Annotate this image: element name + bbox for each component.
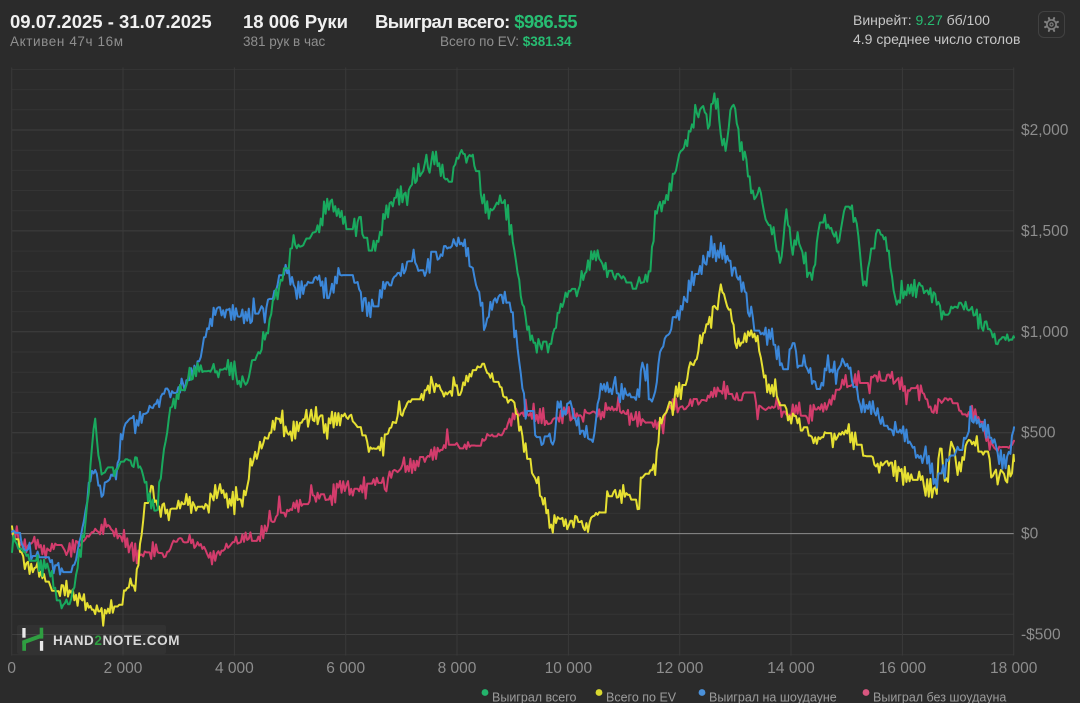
svg-text:14 000: 14 000 xyxy=(767,660,815,677)
svg-text:Выиграл на шоудауне: Выиграл на шоудауне xyxy=(709,691,837,703)
svg-text:4 000: 4 000 xyxy=(215,660,254,677)
svg-text:Выиграл без шоудауна: Выиграл без шоудауна xyxy=(873,691,1006,703)
svg-text:16 000: 16 000 xyxy=(879,660,927,677)
svg-text:$500: $500 xyxy=(1021,425,1056,442)
svg-text:Всего по EV: Всего по EV xyxy=(606,691,677,703)
svg-text:$1,500: $1,500 xyxy=(1021,223,1069,240)
svg-text:Выиграл всего: Выиграл всего xyxy=(492,691,577,703)
svg-text:$0: $0 xyxy=(1021,526,1039,543)
svg-text:10 000: 10 000 xyxy=(545,660,593,677)
svg-text:2 000: 2 000 xyxy=(104,660,143,677)
svg-text:12 000: 12 000 xyxy=(656,660,704,677)
svg-text:HAND2NOTE.COM: HAND2NOTE.COM xyxy=(53,633,180,648)
svg-text:$2,000: $2,000 xyxy=(1021,122,1069,139)
svg-text:$1,000: $1,000 xyxy=(1021,324,1069,341)
svg-text:6 000: 6 000 xyxy=(326,660,365,677)
svg-text:8 000: 8 000 xyxy=(438,660,477,677)
svg-text:0: 0 xyxy=(7,660,16,677)
svg-text:18 000: 18 000 xyxy=(990,660,1038,677)
svg-text:-$500: -$500 xyxy=(1021,627,1061,644)
